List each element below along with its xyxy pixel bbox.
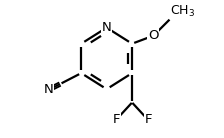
Text: CH$_3$: CH$_3$ — [170, 4, 195, 19]
Text: F: F — [144, 113, 152, 126]
Text: N: N — [102, 21, 112, 34]
Text: N: N — [44, 83, 53, 96]
Text: F: F — [112, 113, 120, 126]
Text: O: O — [148, 29, 159, 42]
